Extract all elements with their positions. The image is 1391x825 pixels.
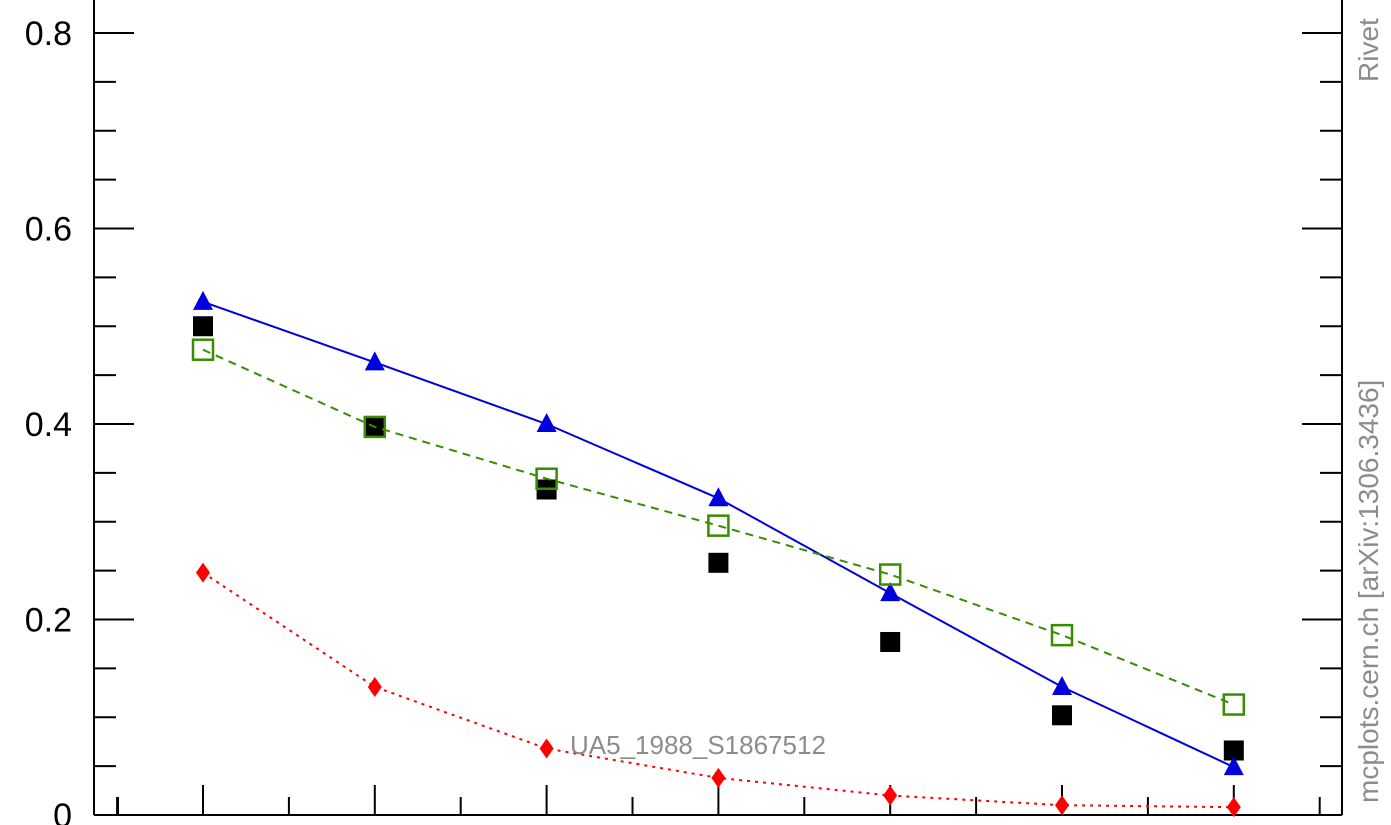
data-point-open-square xyxy=(707,514,730,537)
data-point-open-square xyxy=(363,415,387,439)
y-tick-label: 0.6 xyxy=(25,211,72,249)
data-point-triangle xyxy=(1223,756,1244,776)
data-point-triangle xyxy=(880,582,901,602)
series-green xyxy=(191,338,1246,716)
y-tick-label: 0 xyxy=(53,797,72,825)
data-point-diamond xyxy=(1055,795,1069,816)
analysis-annotation: UA5_1988_S1867512 xyxy=(570,730,826,760)
data-point-square xyxy=(708,552,729,573)
series-layer xyxy=(191,290,1246,818)
data-point-diamond xyxy=(883,785,898,806)
y-tick-label: 0.2 xyxy=(25,602,72,640)
data-point-open-square xyxy=(191,338,215,361)
series-data xyxy=(193,316,1244,761)
rivet-watermark: Rivet xyxy=(1353,18,1384,82)
data-point-diamond xyxy=(711,767,726,788)
data-point-open-square xyxy=(535,467,558,490)
data-point-triangle xyxy=(364,351,385,371)
data-point-open-square xyxy=(878,563,902,586)
axes xyxy=(93,0,1343,816)
data-point-triangle xyxy=(708,487,729,507)
series-line-green xyxy=(202,348,1235,706)
y-tick-label: 0.8 xyxy=(25,15,72,53)
data-point-diamond xyxy=(1226,797,1241,818)
y-axis-labels: 0 0.2 0.4 0.6 0.8 xyxy=(25,15,72,825)
data-point-square xyxy=(880,631,901,652)
data-point-square xyxy=(1052,705,1072,726)
data-point-square xyxy=(193,316,213,337)
data-point-diamond xyxy=(539,738,554,759)
mcplots-watermark: mcplots.cern.ch [arXiv:1306.3436] xyxy=(1353,380,1384,803)
data-point-square xyxy=(1223,740,1244,761)
data-point-triangle xyxy=(193,290,213,310)
data-point-open-square xyxy=(1222,693,1246,716)
series-blue xyxy=(193,290,1244,776)
data-point-triangle xyxy=(1052,675,1072,695)
data-point-diamond xyxy=(196,562,210,583)
y-tick-label: 0.4 xyxy=(25,406,72,444)
data-point-diamond xyxy=(367,676,382,697)
data-point-triangle xyxy=(536,413,557,432)
data-point-open-square xyxy=(1050,623,1074,647)
series-red xyxy=(196,562,1241,818)
